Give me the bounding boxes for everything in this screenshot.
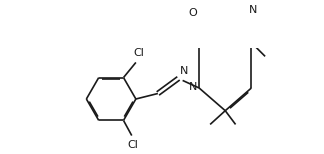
Text: N: N [189,82,197,92]
Text: N: N [180,66,188,76]
Text: Cl: Cl [133,48,144,58]
Text: Cl: Cl [128,140,139,150]
Text: O: O [188,8,197,18]
Text: N: N [249,5,257,15]
